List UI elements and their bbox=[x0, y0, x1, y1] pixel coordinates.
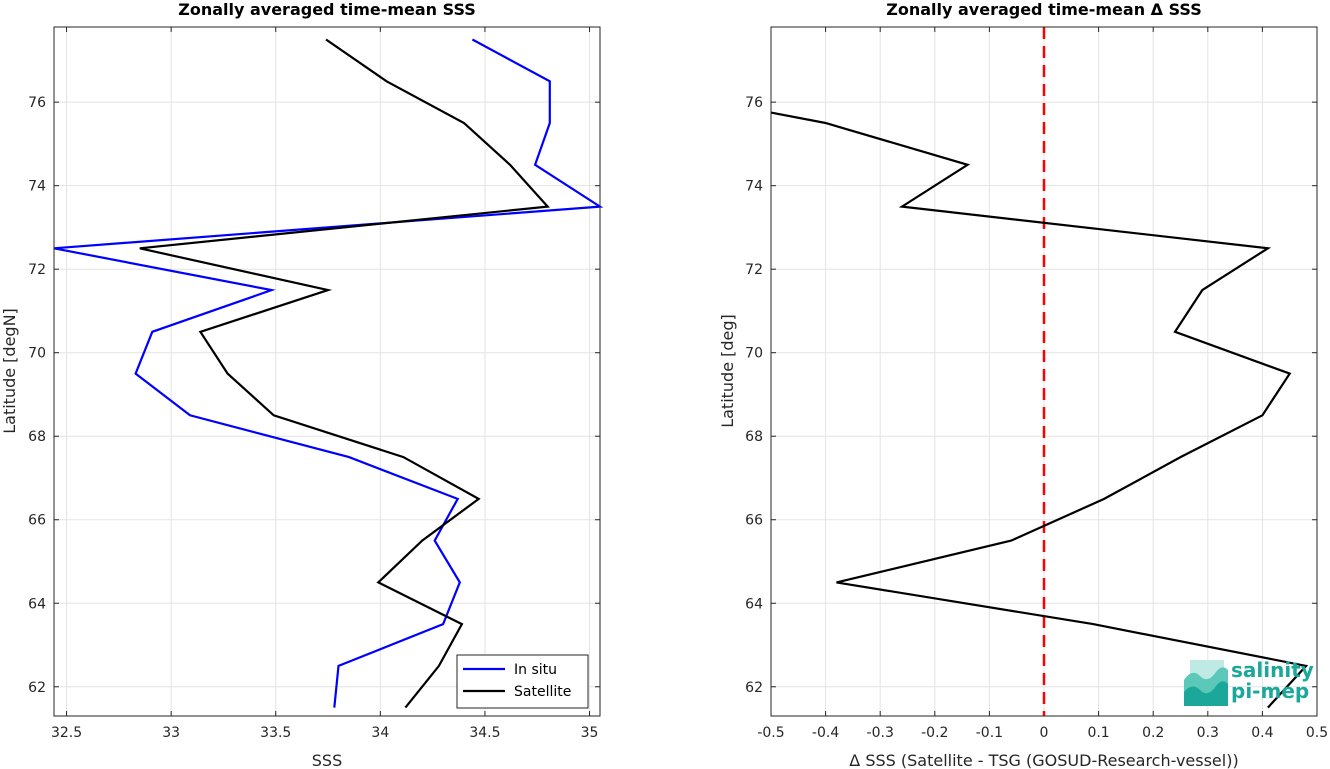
x-tick-label: -0.4 bbox=[812, 725, 839, 741]
axes-box bbox=[770, 26, 1318, 717]
x-tick-label: 33 bbox=[162, 725, 180, 741]
x-tick-label: 0.5 bbox=[1306, 725, 1328, 741]
y-tick-label: 72 bbox=[745, 262, 763, 278]
salinity-pi-mep-logo: salinity pi-mep bbox=[1184, 658, 1314, 706]
logo-graphic bbox=[1184, 660, 1228, 706]
x-tick-label: 0 bbox=[1040, 725, 1049, 741]
chart-title: Zonally averaged time-mean SSS bbox=[178, 0, 476, 19]
x-tick-label: -0.3 bbox=[867, 725, 894, 741]
x-tick-labels: -0.5 -0.4 -0.3 -0.2 -0.1 0 0.1 0.2 0.3 0.4 0.5 bbox=[757, 725, 1328, 741]
series-line-delta-sss bbox=[770, 111, 1309, 709]
y-tick-label: 76 bbox=[745, 95, 763, 111]
legend-box bbox=[456, 654, 589, 709]
series-group bbox=[53, 38, 604, 709]
y-tick-label: 74 bbox=[28, 179, 46, 195]
y-axis-label: Latitude [degN] bbox=[0, 308, 19, 434]
x-tick-label: -0.2 bbox=[921, 725, 948, 741]
axes-box bbox=[53, 26, 601, 717]
x-axis-label: SSS bbox=[312, 751, 342, 769]
y-tick-label: 62 bbox=[28, 680, 46, 696]
x-tick-label: 0.1 bbox=[1087, 725, 1109, 741]
x-tick-labels: 32.5 33 33.5 34 34.5 35 bbox=[51, 725, 598, 741]
delta-sss-panel: -0.5 -0.4 -0.3 -0.2 -0.1 0 0.1 0.2 0.3 0.4 0.5 626… bbox=[718, 0, 1328, 769]
y-tick-labels: 62 64 66 68 70 72 74 76 bbox=[28, 95, 46, 696]
logo-wave-front bbox=[1184, 681, 1228, 706]
y-tick-labels: 62 64 66 68 70 72 74 76 bbox=[745, 95, 763, 696]
x-axis-label: Δ SSS (Satellite - TSG (GOSUD-Research-v… bbox=[849, 751, 1238, 769]
chart-title: Zonally averaged time-mean Δ SSS bbox=[886, 0, 1202, 19]
y-tick-label: 76 bbox=[28, 95, 46, 111]
y-tick-label: 68 bbox=[28, 429, 46, 445]
logo-text-salinity: salinity bbox=[1231, 658, 1314, 682]
series-line-in-situ bbox=[53, 38, 604, 708]
y-tick-label: 66 bbox=[28, 513, 46, 529]
y-tick-label: 68 bbox=[745, 429, 763, 445]
legend-label-in-situ: In situ bbox=[514, 662, 557, 678]
legend: In situ Satellite bbox=[456, 654, 589, 709]
series-line-satellite bbox=[139, 38, 550, 709]
x-tick-label: 32.5 bbox=[51, 725, 82, 741]
x-tick-label: 33.5 bbox=[260, 725, 291, 741]
x-tick-label: 34 bbox=[371, 725, 389, 741]
y-tick-label: 64 bbox=[745, 596, 763, 612]
y-tick-label: 74 bbox=[745, 179, 763, 195]
series-group bbox=[770, 111, 1309, 709]
y-tick-label: 72 bbox=[28, 262, 46, 278]
y-tick-label: 66 bbox=[745, 513, 763, 529]
y-tick-label: 70 bbox=[28, 346, 46, 362]
legend-label-satellite: Satellite bbox=[514, 684, 571, 700]
y-tick-label: 70 bbox=[745, 346, 763, 362]
x-tick-label: 35 bbox=[581, 725, 599, 741]
y-tick-label: 62 bbox=[745, 680, 763, 696]
x-tick-label: 0.4 bbox=[1251, 725, 1273, 741]
x-tick-label: 34.5 bbox=[469, 725, 500, 741]
plot-area bbox=[54, 27, 600, 716]
x-tick-label: 0.2 bbox=[1142, 725, 1164, 741]
x-tick-label: -0.1 bbox=[976, 725, 1003, 741]
sss-panel: 32.5 33 33.5 34 34.5 35 62 64 66 68 70 72 74 76 Zona… bbox=[0, 0, 604, 769]
y-axis-label: Latitude [deg] bbox=[718, 314, 737, 428]
x-tick-label: 0.3 bbox=[1197, 725, 1219, 741]
y-tick-label: 64 bbox=[28, 596, 46, 612]
x-tick-label: -0.5 bbox=[757, 725, 784, 741]
logo-text-pi-mep: pi-mep bbox=[1231, 679, 1309, 703]
